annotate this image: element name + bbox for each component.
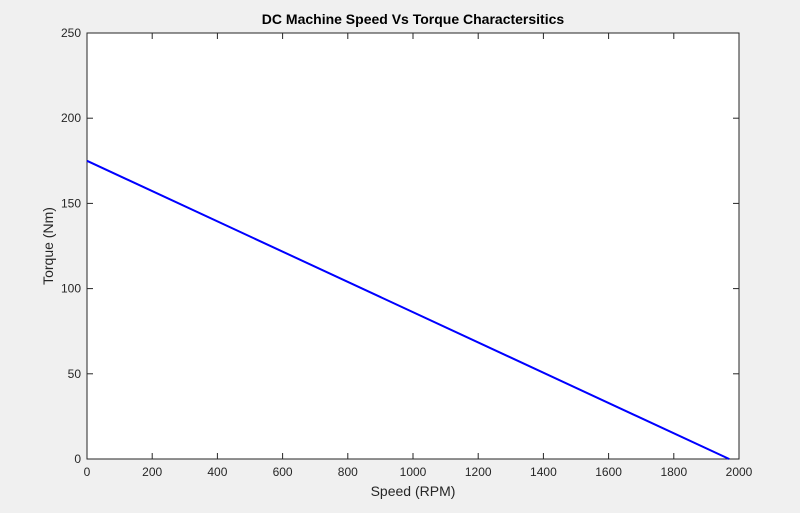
x-tick-label: 1200 (465, 465, 492, 479)
x-tick-label: 600 (273, 465, 293, 479)
x-tick-label: 1000 (400, 465, 427, 479)
x-tick-label: 400 (207, 465, 227, 479)
ticks-layer: 0 200 400 600 800 1000 1200 1400 1600 1800 2000 0 50… (61, 26, 753, 479)
x-tick-label: 200 (142, 465, 162, 479)
series-layer (86, 159, 730, 460)
x-tick-label: 0 (84, 465, 91, 479)
y-tick-label: 200 (61, 111, 81, 125)
plot-area (86, 32, 740, 460)
y-tick-label: 50 (68, 367, 82, 381)
x-tick-label: 1600 (595, 465, 622, 479)
x-tick-label: 1400 (530, 465, 557, 479)
y-tick-label: 0 (74, 452, 81, 466)
y-tick-label: 250 (61, 26, 81, 40)
y-tick-label: 100 (61, 282, 81, 296)
chart-title: DC Machine Speed Vs Torque Charactersiti… (262, 11, 565, 27)
series-line (86, 159, 730, 460)
x-tick-label: 1800 (660, 465, 687, 479)
x-tick-label: 2000 (726, 465, 753, 479)
y-axis-label: Torque (Nm) (40, 207, 56, 285)
x-tick-label: 800 (338, 465, 358, 479)
y-tick-label: 150 (61, 196, 81, 210)
x-axis-label: Speed (RPM) (371, 483, 456, 499)
